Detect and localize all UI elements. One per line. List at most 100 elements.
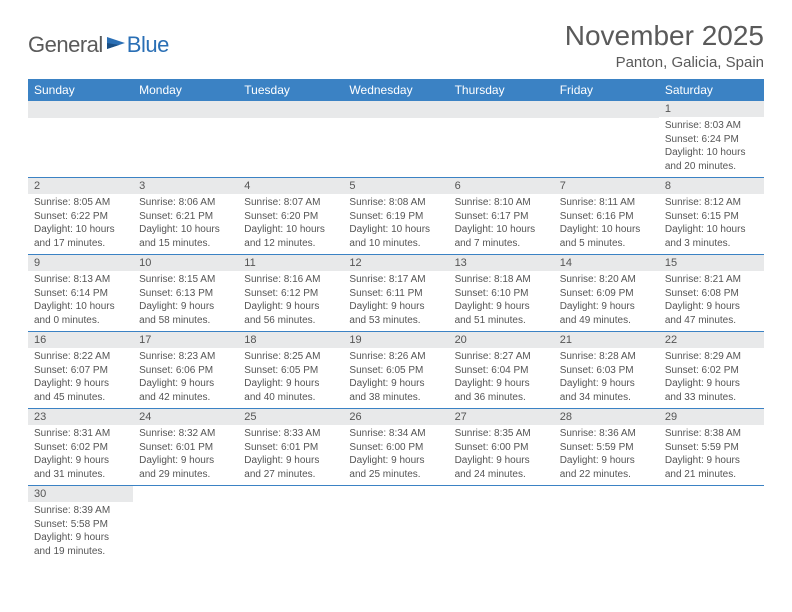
calendar-cell: 18Sunrise: 8:25 AMSunset: 6:05 PMDayligh… — [238, 332, 343, 409]
day-number: 15 — [659, 255, 764, 271]
day-number: 9 — [28, 255, 133, 271]
calendar-cell: 9Sunrise: 8:13 AMSunset: 6:14 PMDaylight… — [28, 255, 133, 332]
sunset-text: Sunset: 6:01 PM — [139, 441, 232, 455]
day-body: Sunrise: 8:22 AMSunset: 6:07 PMDaylight:… — [28, 348, 133, 408]
sunrise-text: Sunrise: 8:10 AM — [455, 196, 548, 210]
sunset-text: Sunset: 6:02 PM — [665, 364, 758, 378]
daylight-text: Daylight: 10 hours and 17 minutes. — [34, 223, 127, 250]
calendar-cell — [238, 101, 343, 178]
calendar-cell — [343, 101, 448, 178]
day-body: Sunrise: 8:39 AMSunset: 5:58 PMDaylight:… — [28, 502, 133, 562]
day-header: Wednesday — [343, 79, 448, 101]
day-body: Sunrise: 8:38 AMSunset: 5:59 PMDaylight:… — [659, 425, 764, 485]
daylight-text: Daylight: 10 hours and 0 minutes. — [34, 300, 127, 327]
calendar-cell: 13Sunrise: 8:18 AMSunset: 6:10 PMDayligh… — [449, 255, 554, 332]
sunset-text: Sunset: 6:00 PM — [349, 441, 442, 455]
day-number: 10 — [133, 255, 238, 271]
day-number: 13 — [449, 255, 554, 271]
calendar-cell: 19Sunrise: 8:26 AMSunset: 6:05 PMDayligh… — [343, 332, 448, 409]
calendar-cell: 2Sunrise: 8:05 AMSunset: 6:22 PMDaylight… — [28, 178, 133, 255]
sunset-text: Sunset: 5:59 PM — [665, 441, 758, 455]
day-body: Sunrise: 8:21 AMSunset: 6:08 PMDaylight:… — [659, 271, 764, 331]
sunset-text: Sunset: 6:07 PM — [34, 364, 127, 378]
sunset-text: Sunset: 6:08 PM — [665, 287, 758, 301]
day-body: Sunrise: 8:34 AMSunset: 6:00 PMDaylight:… — [343, 425, 448, 485]
calendar-cell: 25Sunrise: 8:33 AMSunset: 6:01 PMDayligh… — [238, 409, 343, 486]
sunset-text: Sunset: 6:13 PM — [139, 287, 232, 301]
day-body: Sunrise: 8:06 AMSunset: 6:21 PMDaylight:… — [133, 194, 238, 254]
sunrise-text: Sunrise: 8:18 AM — [455, 273, 548, 287]
day-body: Sunrise: 8:13 AMSunset: 6:14 PMDaylight:… — [28, 271, 133, 331]
calendar-cell — [133, 486, 238, 563]
calendar-cell: 30Sunrise: 8:39 AMSunset: 5:58 PMDayligh… — [28, 486, 133, 563]
daylight-text: Daylight: 10 hours and 3 minutes. — [665, 223, 758, 250]
daylight-text: Daylight: 9 hours and 22 minutes. — [560, 454, 653, 481]
sunrise-text: Sunrise: 8:13 AM — [34, 273, 127, 287]
day-header: Saturday — [659, 79, 764, 101]
daylight-text: Daylight: 9 hours and 21 minutes. — [665, 454, 758, 481]
daylight-text: Daylight: 9 hours and 24 minutes. — [455, 454, 548, 481]
sunrise-text: Sunrise: 8:17 AM — [349, 273, 442, 287]
daylight-text: Daylight: 10 hours and 12 minutes. — [244, 223, 337, 250]
daylight-text: Daylight: 9 hours and 45 minutes. — [34, 377, 127, 404]
day-number: 3 — [133, 178, 238, 194]
daylight-text: Daylight: 9 hours and 34 minutes. — [560, 377, 653, 404]
daylight-text: Daylight: 10 hours and 10 minutes. — [349, 223, 442, 250]
daylight-text: Daylight: 9 hours and 38 minutes. — [349, 377, 442, 404]
daylight-text: Daylight: 9 hours and 49 minutes. — [560, 300, 653, 327]
calendar-cell: 1Sunrise: 8:03 AMSunset: 6:24 PMDaylight… — [659, 101, 764, 178]
empty-day-number — [449, 101, 554, 118]
sunset-text: Sunset: 6:03 PM — [560, 364, 653, 378]
month-title: November 2025 — [565, 20, 764, 52]
calendar-cell: 5Sunrise: 8:08 AMSunset: 6:19 PMDaylight… — [343, 178, 448, 255]
calendar-cell: 15Sunrise: 8:21 AMSunset: 6:08 PMDayligh… — [659, 255, 764, 332]
day-body: Sunrise: 8:16 AMSunset: 6:12 PMDaylight:… — [238, 271, 343, 331]
day-body: Sunrise: 8:33 AMSunset: 6:01 PMDaylight:… — [238, 425, 343, 485]
daylight-text: Daylight: 9 hours and 51 minutes. — [455, 300, 548, 327]
daylight-text: Daylight: 9 hours and 31 minutes. — [34, 454, 127, 481]
day-body: Sunrise: 8:35 AMSunset: 6:00 PMDaylight:… — [449, 425, 554, 485]
sunset-text: Sunset: 6:14 PM — [34, 287, 127, 301]
sunrise-text: Sunrise: 8:26 AM — [349, 350, 442, 364]
calendar-cell: 17Sunrise: 8:23 AMSunset: 6:06 PMDayligh… — [133, 332, 238, 409]
calendar-cell: 14Sunrise: 8:20 AMSunset: 6:09 PMDayligh… — [554, 255, 659, 332]
sunrise-text: Sunrise: 8:36 AM — [560, 427, 653, 441]
sunset-text: Sunset: 6:11 PM — [349, 287, 442, 301]
sunset-text: Sunset: 6:19 PM — [349, 210, 442, 224]
day-number: 25 — [238, 409, 343, 425]
calendar-cell: 21Sunrise: 8:28 AMSunset: 6:03 PMDayligh… — [554, 332, 659, 409]
day-number: 29 — [659, 409, 764, 425]
sunset-text: Sunset: 6:17 PM — [455, 210, 548, 224]
daylight-text: Daylight: 9 hours and 33 minutes. — [665, 377, 758, 404]
day-number: 4 — [238, 178, 343, 194]
day-body: Sunrise: 8:26 AMSunset: 6:05 PMDaylight:… — [343, 348, 448, 408]
day-number: 14 — [554, 255, 659, 271]
calendar-week: 2Sunrise: 8:05 AMSunset: 6:22 PMDaylight… — [28, 178, 764, 255]
daylight-text: Daylight: 9 hours and 19 minutes. — [34, 531, 127, 558]
day-header: Friday — [554, 79, 659, 101]
sunset-text: Sunset: 6:16 PM — [560, 210, 653, 224]
day-header: Sunday — [28, 79, 133, 101]
sunrise-text: Sunrise: 8:32 AM — [139, 427, 232, 441]
day-number: 11 — [238, 255, 343, 271]
day-number: 8 — [659, 178, 764, 194]
calendar-week: 16Sunrise: 8:22 AMSunset: 6:07 PMDayligh… — [28, 332, 764, 409]
day-number: 20 — [449, 332, 554, 348]
day-body: Sunrise: 8:15 AMSunset: 6:13 PMDaylight:… — [133, 271, 238, 331]
location: Panton, Galicia, Spain — [565, 54, 764, 71]
calendar-cell: 7Sunrise: 8:11 AMSunset: 6:16 PMDaylight… — [554, 178, 659, 255]
sunset-text: Sunset: 6:01 PM — [244, 441, 337, 455]
sunrise-text: Sunrise: 8:15 AM — [139, 273, 232, 287]
sunrise-text: Sunrise: 8:38 AM — [665, 427, 758, 441]
sunset-text: Sunset: 5:58 PM — [34, 518, 127, 532]
sunset-text: Sunset: 6:15 PM — [665, 210, 758, 224]
day-number: 7 — [554, 178, 659, 194]
empty-day-number — [554, 101, 659, 118]
day-number: 12 — [343, 255, 448, 271]
day-body: Sunrise: 8:23 AMSunset: 6:06 PMDaylight:… — [133, 348, 238, 408]
title-block: November 2025 Panton, Galicia, Spain — [565, 20, 764, 71]
day-number: 18 — [238, 332, 343, 348]
sunrise-text: Sunrise: 8:29 AM — [665, 350, 758, 364]
calendar-cell: 16Sunrise: 8:22 AMSunset: 6:07 PMDayligh… — [28, 332, 133, 409]
day-number: 17 — [133, 332, 238, 348]
